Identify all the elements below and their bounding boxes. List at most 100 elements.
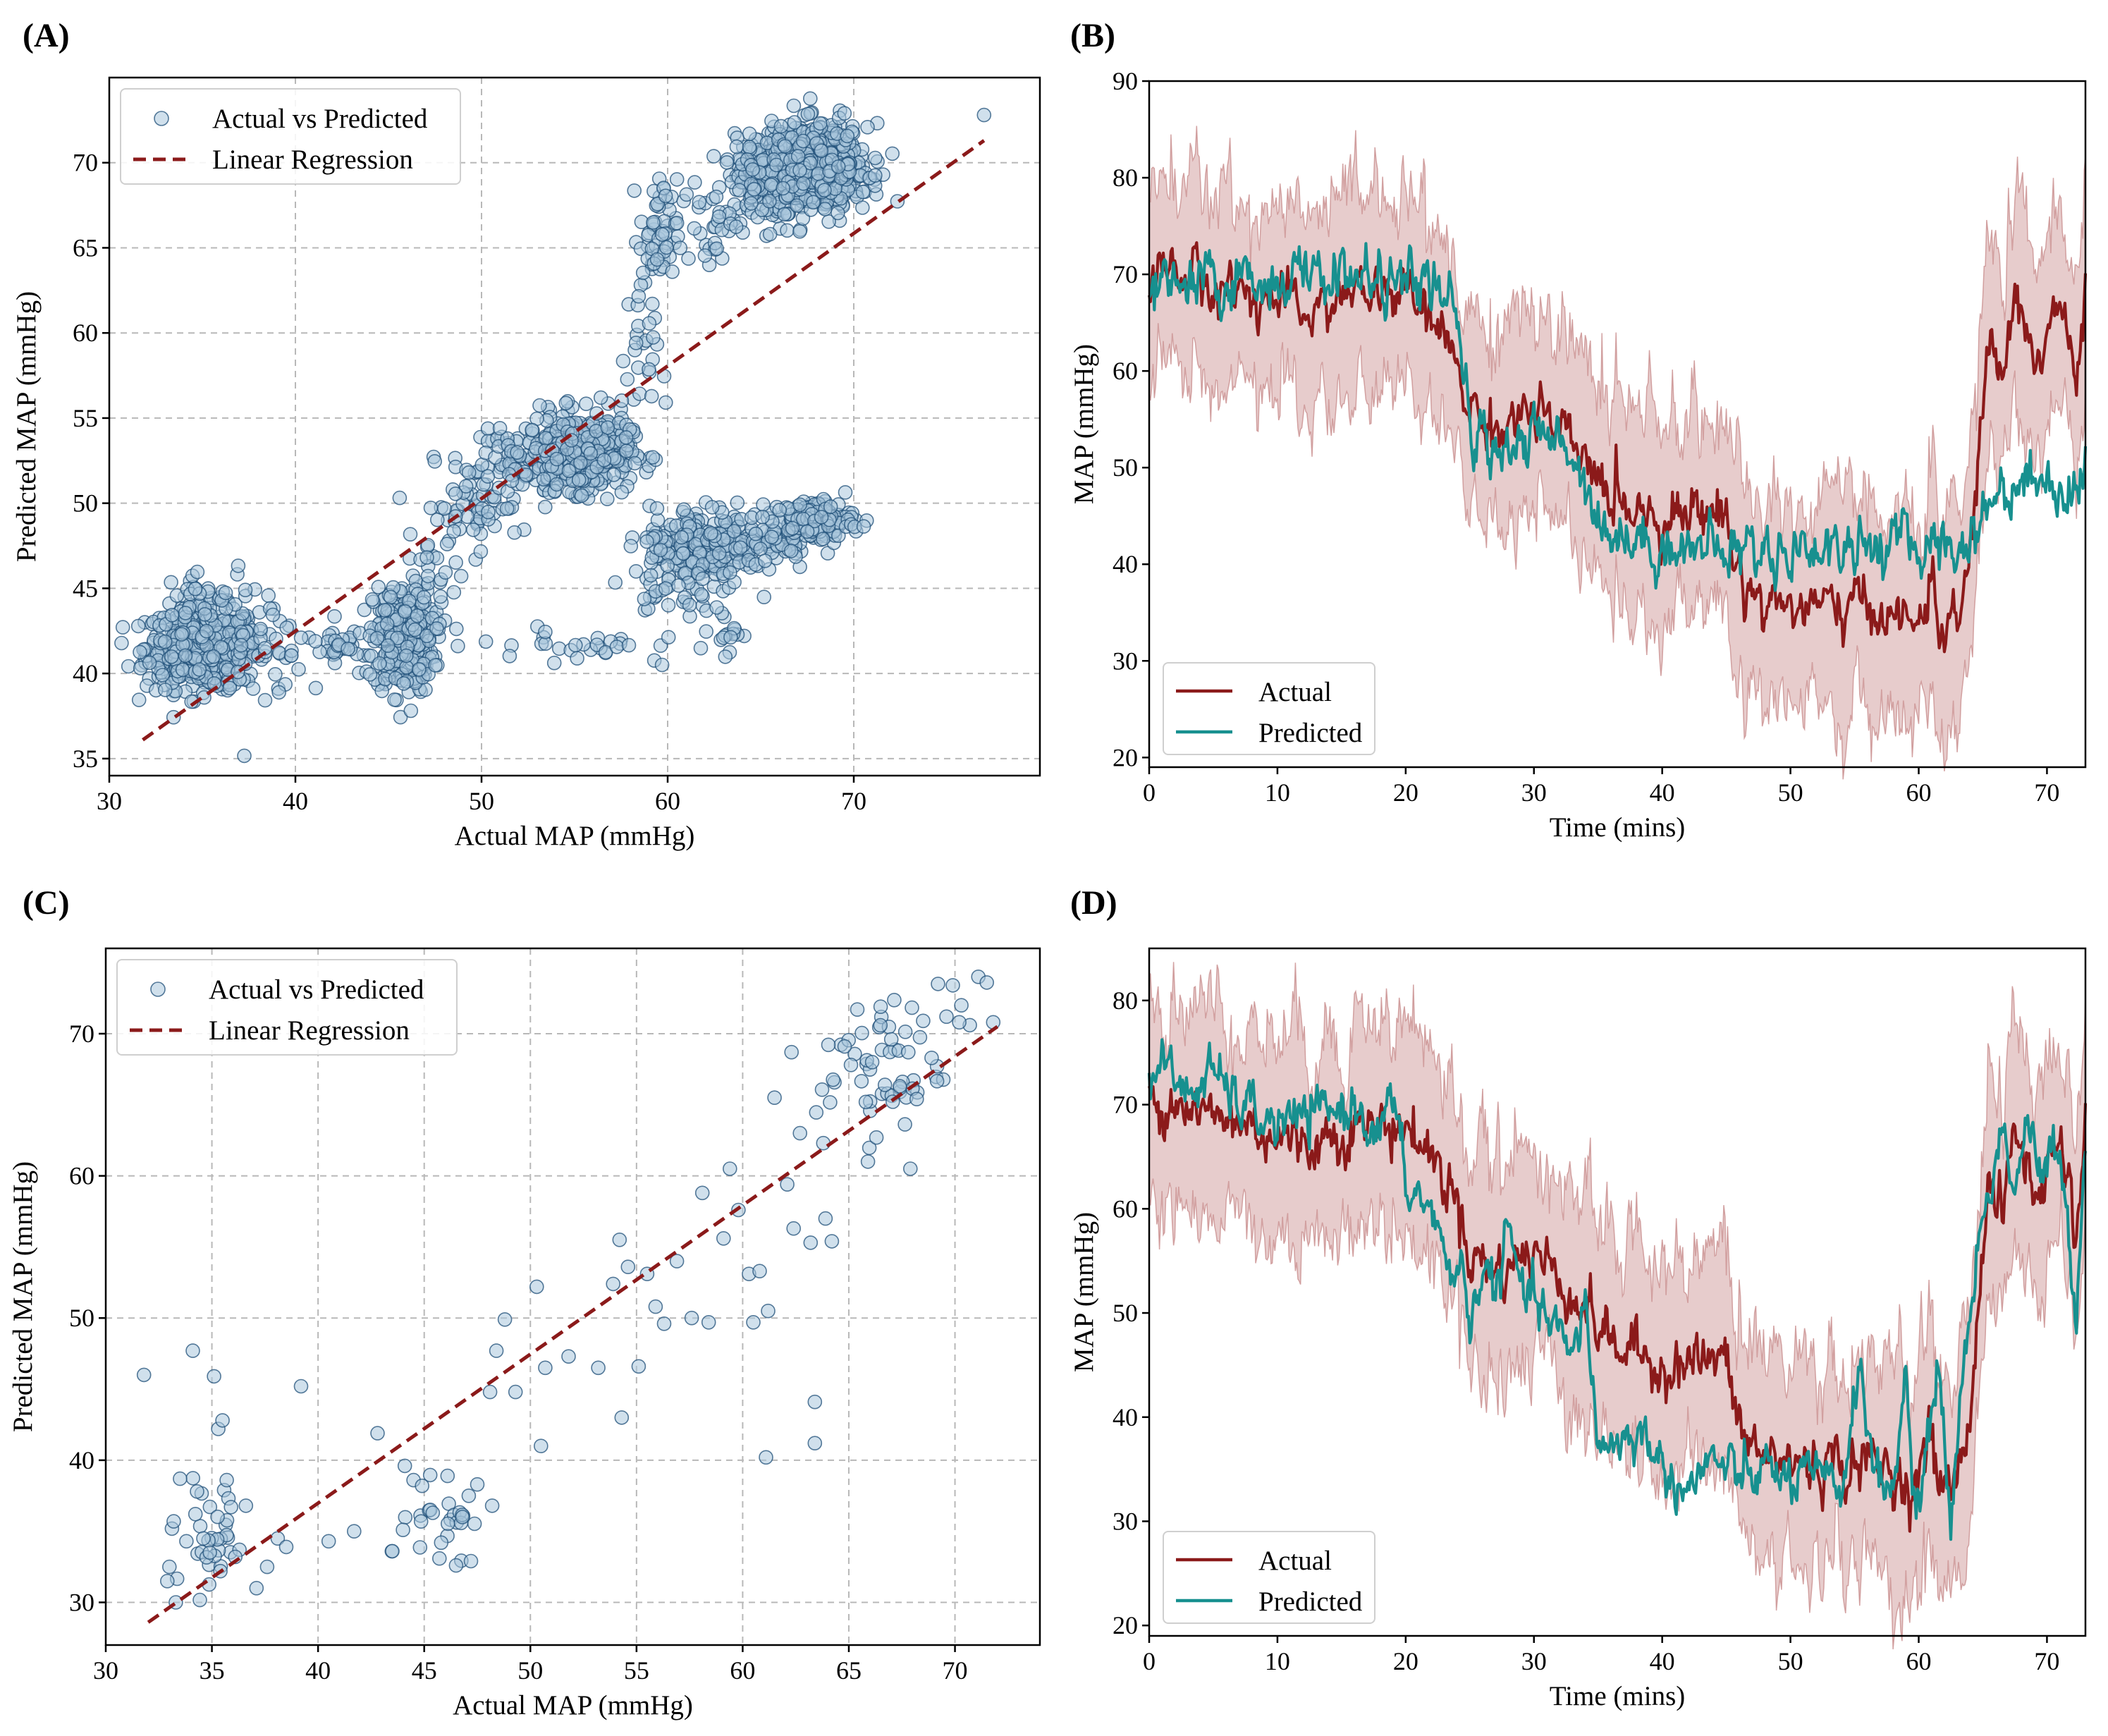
scatter-point bbox=[877, 1077, 893, 1092]
x-tick-label: 30 bbox=[93, 1656, 118, 1685]
panel-label-c: (C) bbox=[23, 884, 70, 922]
scatter-point bbox=[136, 1367, 152, 1383]
scatter-point bbox=[397, 1458, 412, 1474]
scatter-point bbox=[769, 157, 784, 173]
scatter-point bbox=[777, 207, 792, 222]
scatter-point bbox=[661, 597, 676, 613]
scatter-point bbox=[245, 681, 261, 696]
panel-a-legend: Actual vs Predicted Linear Regression bbox=[120, 88, 461, 185]
scatter-point bbox=[719, 155, 735, 170]
scatter-point bbox=[219, 1472, 234, 1488]
scatter-point bbox=[778, 139, 792, 154]
scatter-point bbox=[192, 1519, 208, 1534]
scatter-point bbox=[814, 1082, 830, 1097]
scatter-point bbox=[674, 530, 690, 545]
scatter-point bbox=[831, 205, 845, 221]
scatter-point bbox=[646, 330, 661, 345]
scatter-point bbox=[631, 1359, 647, 1374]
scatter-point bbox=[761, 1303, 776, 1319]
scatter-point bbox=[869, 1130, 884, 1145]
scatter-point bbox=[549, 451, 565, 467]
panel-a-axes-frame bbox=[108, 76, 1041, 777]
scatter-point bbox=[451, 638, 465, 654]
panel-d-series bbox=[1147, 1038, 2088, 1541]
scatter-point bbox=[233, 637, 249, 653]
x-tick-label: 30 bbox=[1521, 1647, 1547, 1675]
scatter-point bbox=[446, 585, 462, 600]
scatter-point bbox=[173, 1471, 188, 1486]
scatter-point bbox=[398, 1510, 413, 1525]
scatter-point bbox=[840, 128, 855, 144]
scatter-point bbox=[206, 649, 221, 664]
scatter-point bbox=[192, 662, 207, 677]
scatter-point bbox=[897, 1025, 913, 1039]
scatter-point bbox=[807, 1436, 823, 1450]
scatter-point bbox=[803, 91, 818, 106]
predicted-line bbox=[1148, 242, 2088, 592]
scatter-point bbox=[656, 1316, 672, 1331]
scatter-point bbox=[854, 1025, 869, 1041]
scatter-point bbox=[903, 1161, 918, 1176]
panel-d-ylabel: MAP (mmHg) bbox=[1069, 1212, 1099, 1372]
scatter-point bbox=[448, 621, 464, 637]
scatter-point bbox=[532, 398, 547, 413]
scatter-point bbox=[627, 456, 642, 471]
panel-a-ticks: 30 40 50 60 70 35 40 45 50 55 60 65 70 bbox=[73, 149, 866, 815]
scatter-point bbox=[238, 1498, 254, 1513]
panel-d-legend: Actual Predicted bbox=[1163, 1531, 1375, 1624]
x-tick-label: 10 bbox=[1265, 1647, 1290, 1675]
scatter-point bbox=[792, 163, 807, 178]
scatter-point bbox=[439, 537, 455, 551]
x-tick-label: 30 bbox=[1521, 778, 1547, 807]
scatter-point bbox=[130, 618, 146, 634]
scatter-point bbox=[792, 1125, 807, 1141]
scatter-point bbox=[237, 748, 252, 764]
scatter-point bbox=[723, 565, 737, 580]
scatter-point bbox=[218, 585, 233, 601]
scatter-point bbox=[784, 544, 799, 558]
scatter-point bbox=[364, 592, 380, 607]
scatter-point bbox=[253, 621, 268, 637]
scatter-point bbox=[166, 1514, 181, 1529]
scatter-point bbox=[824, 1234, 840, 1249]
scatter-point bbox=[787, 115, 802, 130]
scatter-point bbox=[279, 620, 295, 635]
x-tick-label: 70 bbox=[841, 787, 866, 815]
scatter-point bbox=[398, 648, 414, 664]
scatter-point bbox=[536, 472, 551, 487]
scatter-point bbox=[675, 546, 691, 561]
scatter-point bbox=[403, 527, 418, 542]
scatter-point bbox=[202, 1499, 218, 1515]
scatter-point bbox=[816, 1135, 831, 1151]
scatter-point bbox=[199, 623, 214, 639]
scatter-point bbox=[665, 264, 680, 279]
scatter-point bbox=[756, 497, 771, 512]
scatter-point bbox=[742, 140, 757, 154]
legend-marker-scatter bbox=[154, 111, 169, 126]
legend-frame bbox=[120, 88, 461, 185]
scatter-point bbox=[615, 353, 631, 369]
x-tick-label: 70 bbox=[2034, 1647, 2059, 1675]
scatter-point bbox=[433, 589, 448, 604]
scatter-point bbox=[939, 1009, 954, 1025]
scatter-point bbox=[854, 1074, 869, 1089]
scatter-point bbox=[924, 1051, 939, 1065]
scatter-point bbox=[283, 648, 299, 664]
scatter-point bbox=[502, 649, 517, 664]
x-tick-label: 65 bbox=[836, 1656, 862, 1685]
scatter-point bbox=[800, 106, 816, 122]
legend-frame bbox=[116, 959, 458, 1056]
panel-b-legend: Actual Predicted bbox=[1163, 662, 1375, 755]
x-tick-label: 60 bbox=[1906, 778, 1932, 807]
y-tick-label: 60 bbox=[1113, 357, 1138, 385]
legend-label-predicted: Predicted bbox=[1258, 718, 1363, 748]
panel-b-ticks: 0 10 20 30 40 50 60 70 20 30 40 50 60 70 80 90 bbox=[1113, 67, 2059, 807]
scatter-point bbox=[538, 624, 553, 640]
scatter-point bbox=[114, 635, 129, 651]
scatter-point bbox=[571, 472, 587, 487]
scatter-point bbox=[403, 703, 419, 719]
scatter-point bbox=[621, 637, 637, 653]
scatter-point bbox=[658, 188, 673, 204]
scatter-point bbox=[606, 1276, 621, 1292]
scatter-point bbox=[785, 520, 800, 536]
